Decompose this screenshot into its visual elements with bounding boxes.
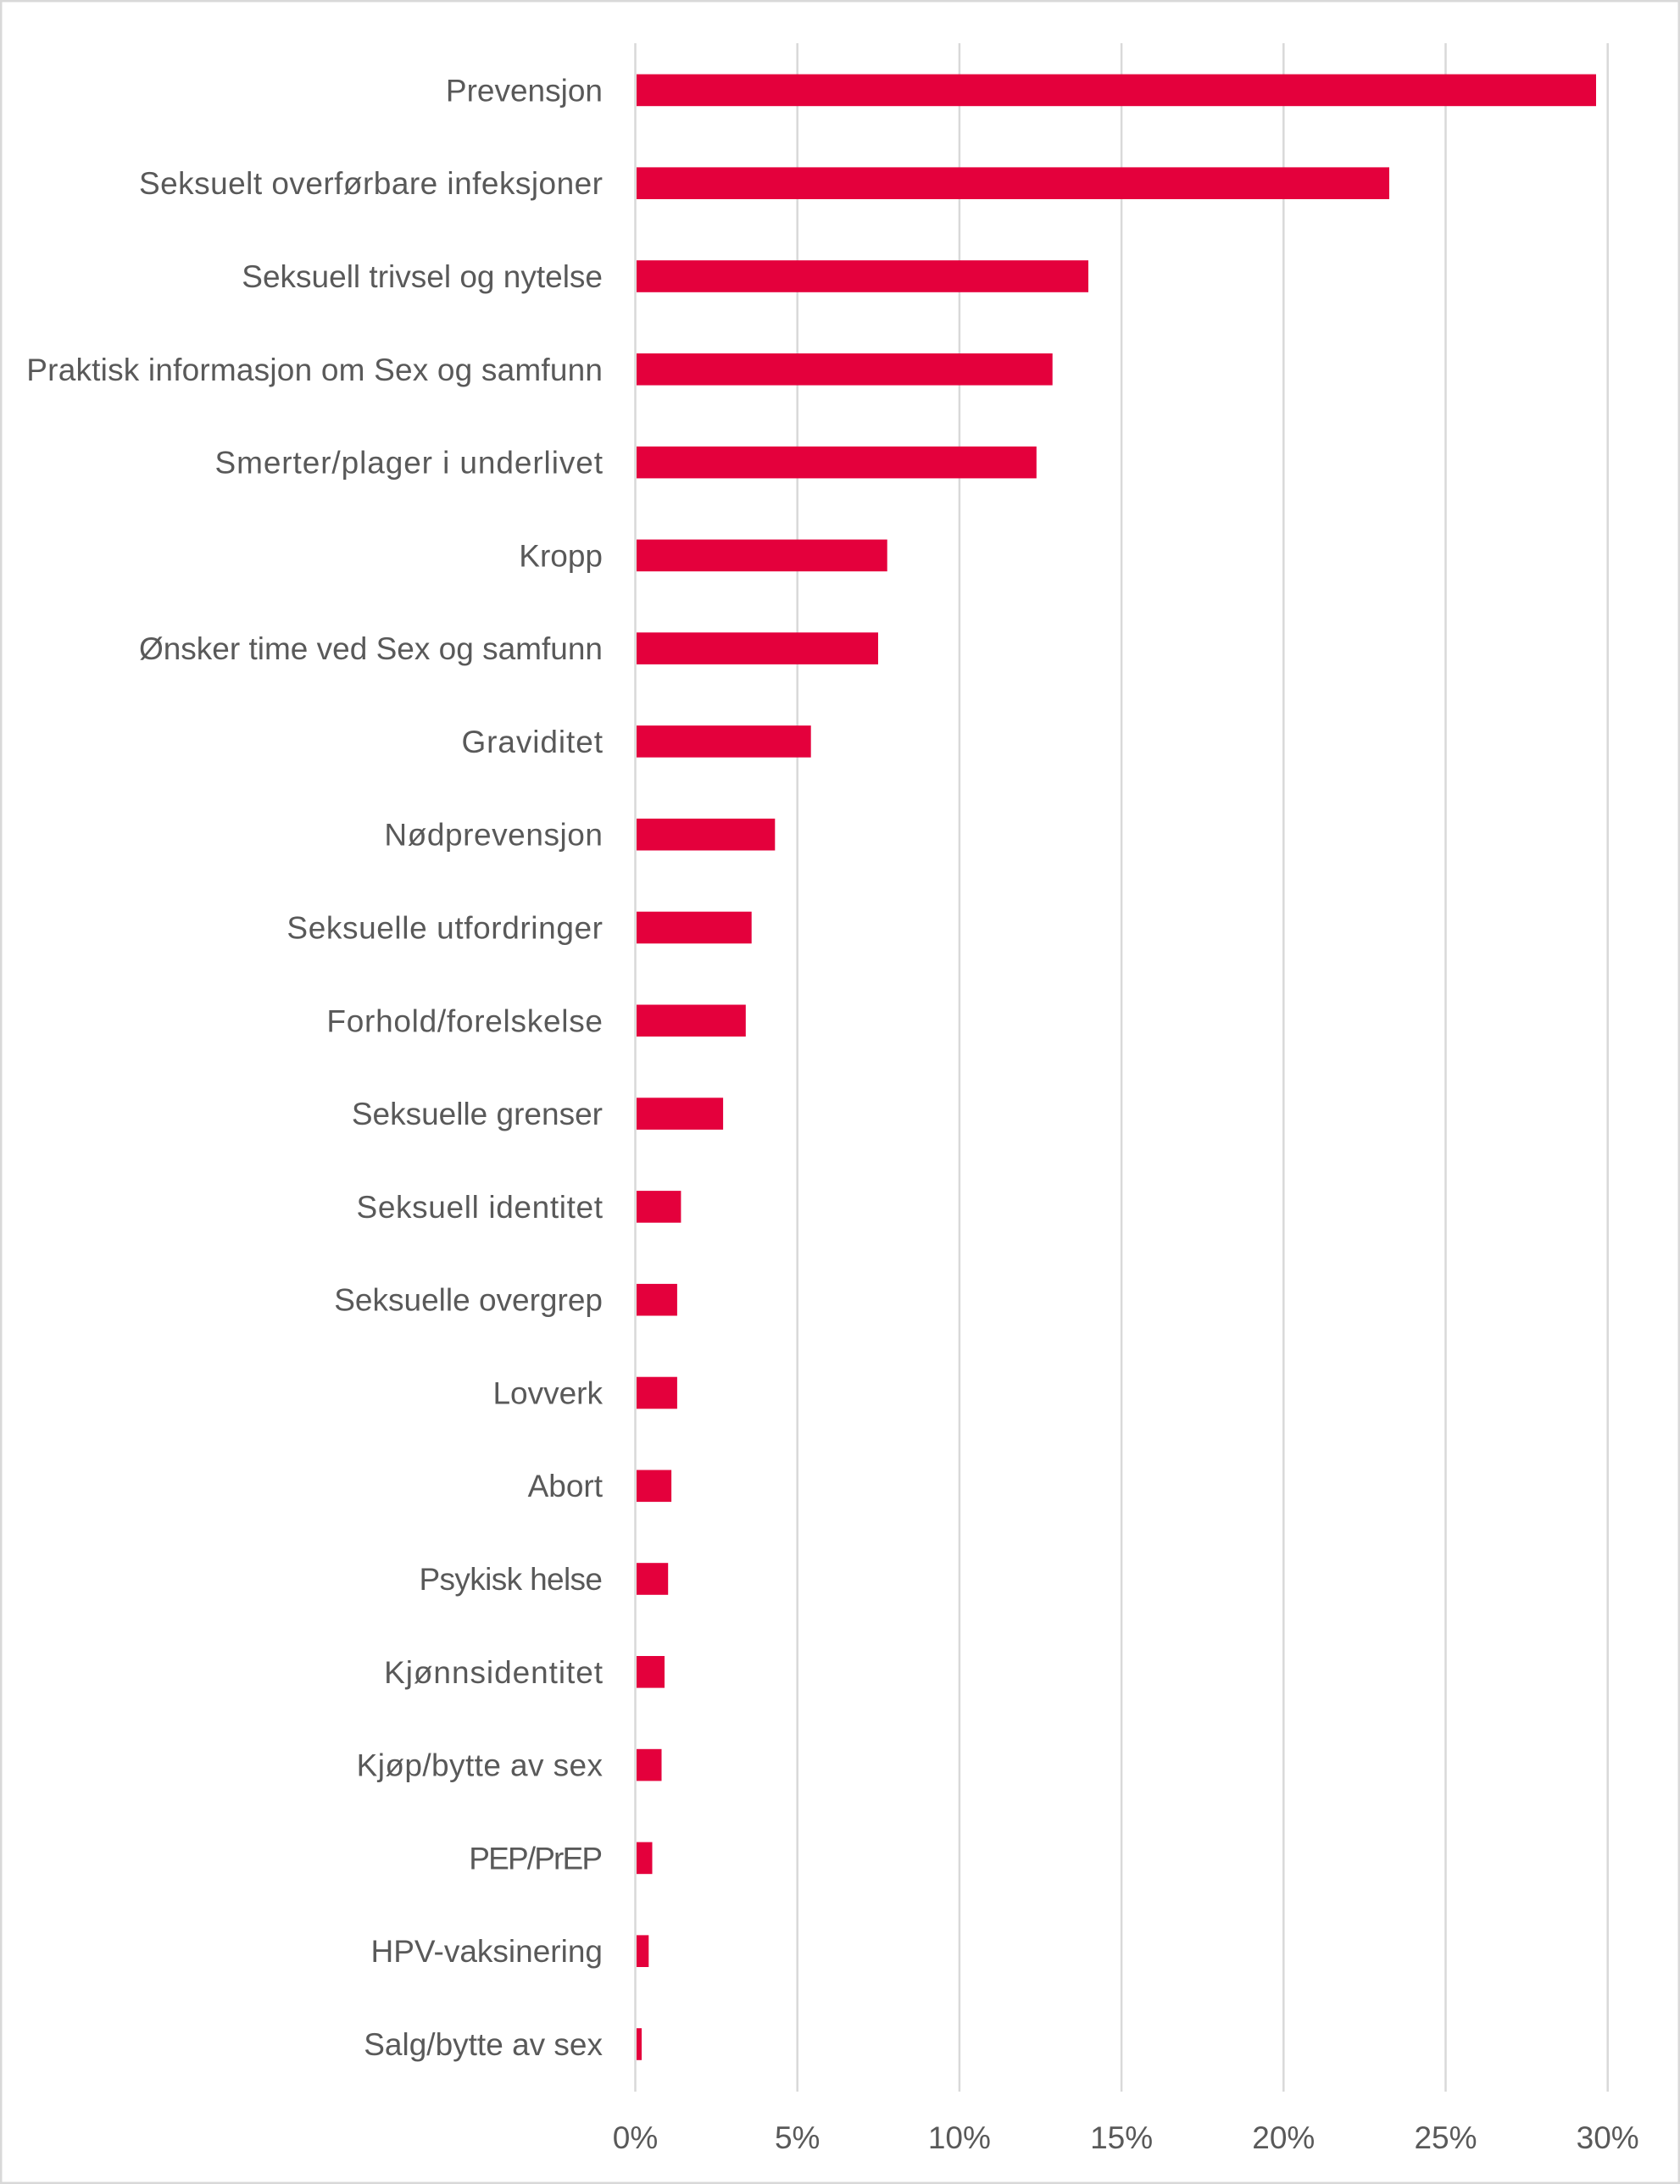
svg-text:Nødprevensjon: Nødprevensjon [384, 818, 603, 853]
svg-text:5%: 5% [775, 2120, 820, 2155]
svg-text:Psykisk helse: Psykisk helse [420, 1562, 604, 1597]
svg-text:Seksuell identitet: Seksuell identitet [357, 1190, 604, 1225]
svg-text:20%: 20% [1252, 2120, 1315, 2155]
svg-text:Seksuelle overgrep: Seksuelle overgrep [334, 1283, 603, 1318]
svg-text:Abort: Abort [528, 1469, 604, 1503]
svg-text:Kropp: Kropp [519, 538, 603, 573]
svg-text:HPV-vaksinering: HPV-vaksinering [370, 1934, 603, 1969]
svg-text:Prevensjon: Prevensjon [446, 73, 603, 108]
svg-text:Kjøp/bytte av sex: Kjøp/bytte av sex [357, 1748, 604, 1783]
svg-text:Seksuelt overførbare infeksjon: Seksuelt overførbare infeksjoner [139, 166, 603, 201]
svg-text:Lovverk: Lovverk [492, 1376, 603, 1411]
svg-text:25%: 25% [1414, 2120, 1477, 2155]
svg-text:Ønsker time ved Sex og samfunn: Ønsker time ved Sex og samfunn [139, 631, 603, 666]
svg-text:Salg/bytte av sex: Salg/bytte av sex [364, 2027, 603, 2062]
svg-text:Kjønnsidentitet: Kjønnsidentitet [384, 1655, 604, 1690]
svg-text:PEP/PrEP: PEP/PrEP [469, 1841, 603, 1876]
svg-text:10%: 10% [928, 2120, 991, 2155]
svg-text:Graviditet: Graviditet [462, 725, 604, 759]
svg-text:Seksuelle grenser: Seksuelle grenser [352, 1097, 603, 1131]
svg-text:Seksuell trivsel og nytelse: Seksuell trivsel og nytelse [242, 259, 603, 294]
svg-text:Forhold/forelskelse: Forhold/forelskelse [326, 1003, 603, 1038]
svg-text:Smerter/plager i underlivet: Smerter/plager i underlivet [215, 446, 604, 481]
svg-text:Praktisk informasjon om Sex og: Praktisk informasjon om Sex og samfunn [26, 353, 603, 387]
svg-text:Seksuelle utfordringer: Seksuelle utfordringer [286, 911, 603, 946]
svg-text:15%: 15% [1090, 2120, 1153, 2155]
svg-text:0%: 0% [613, 2120, 658, 2155]
svg-text:30%: 30% [1577, 2120, 1639, 2155]
